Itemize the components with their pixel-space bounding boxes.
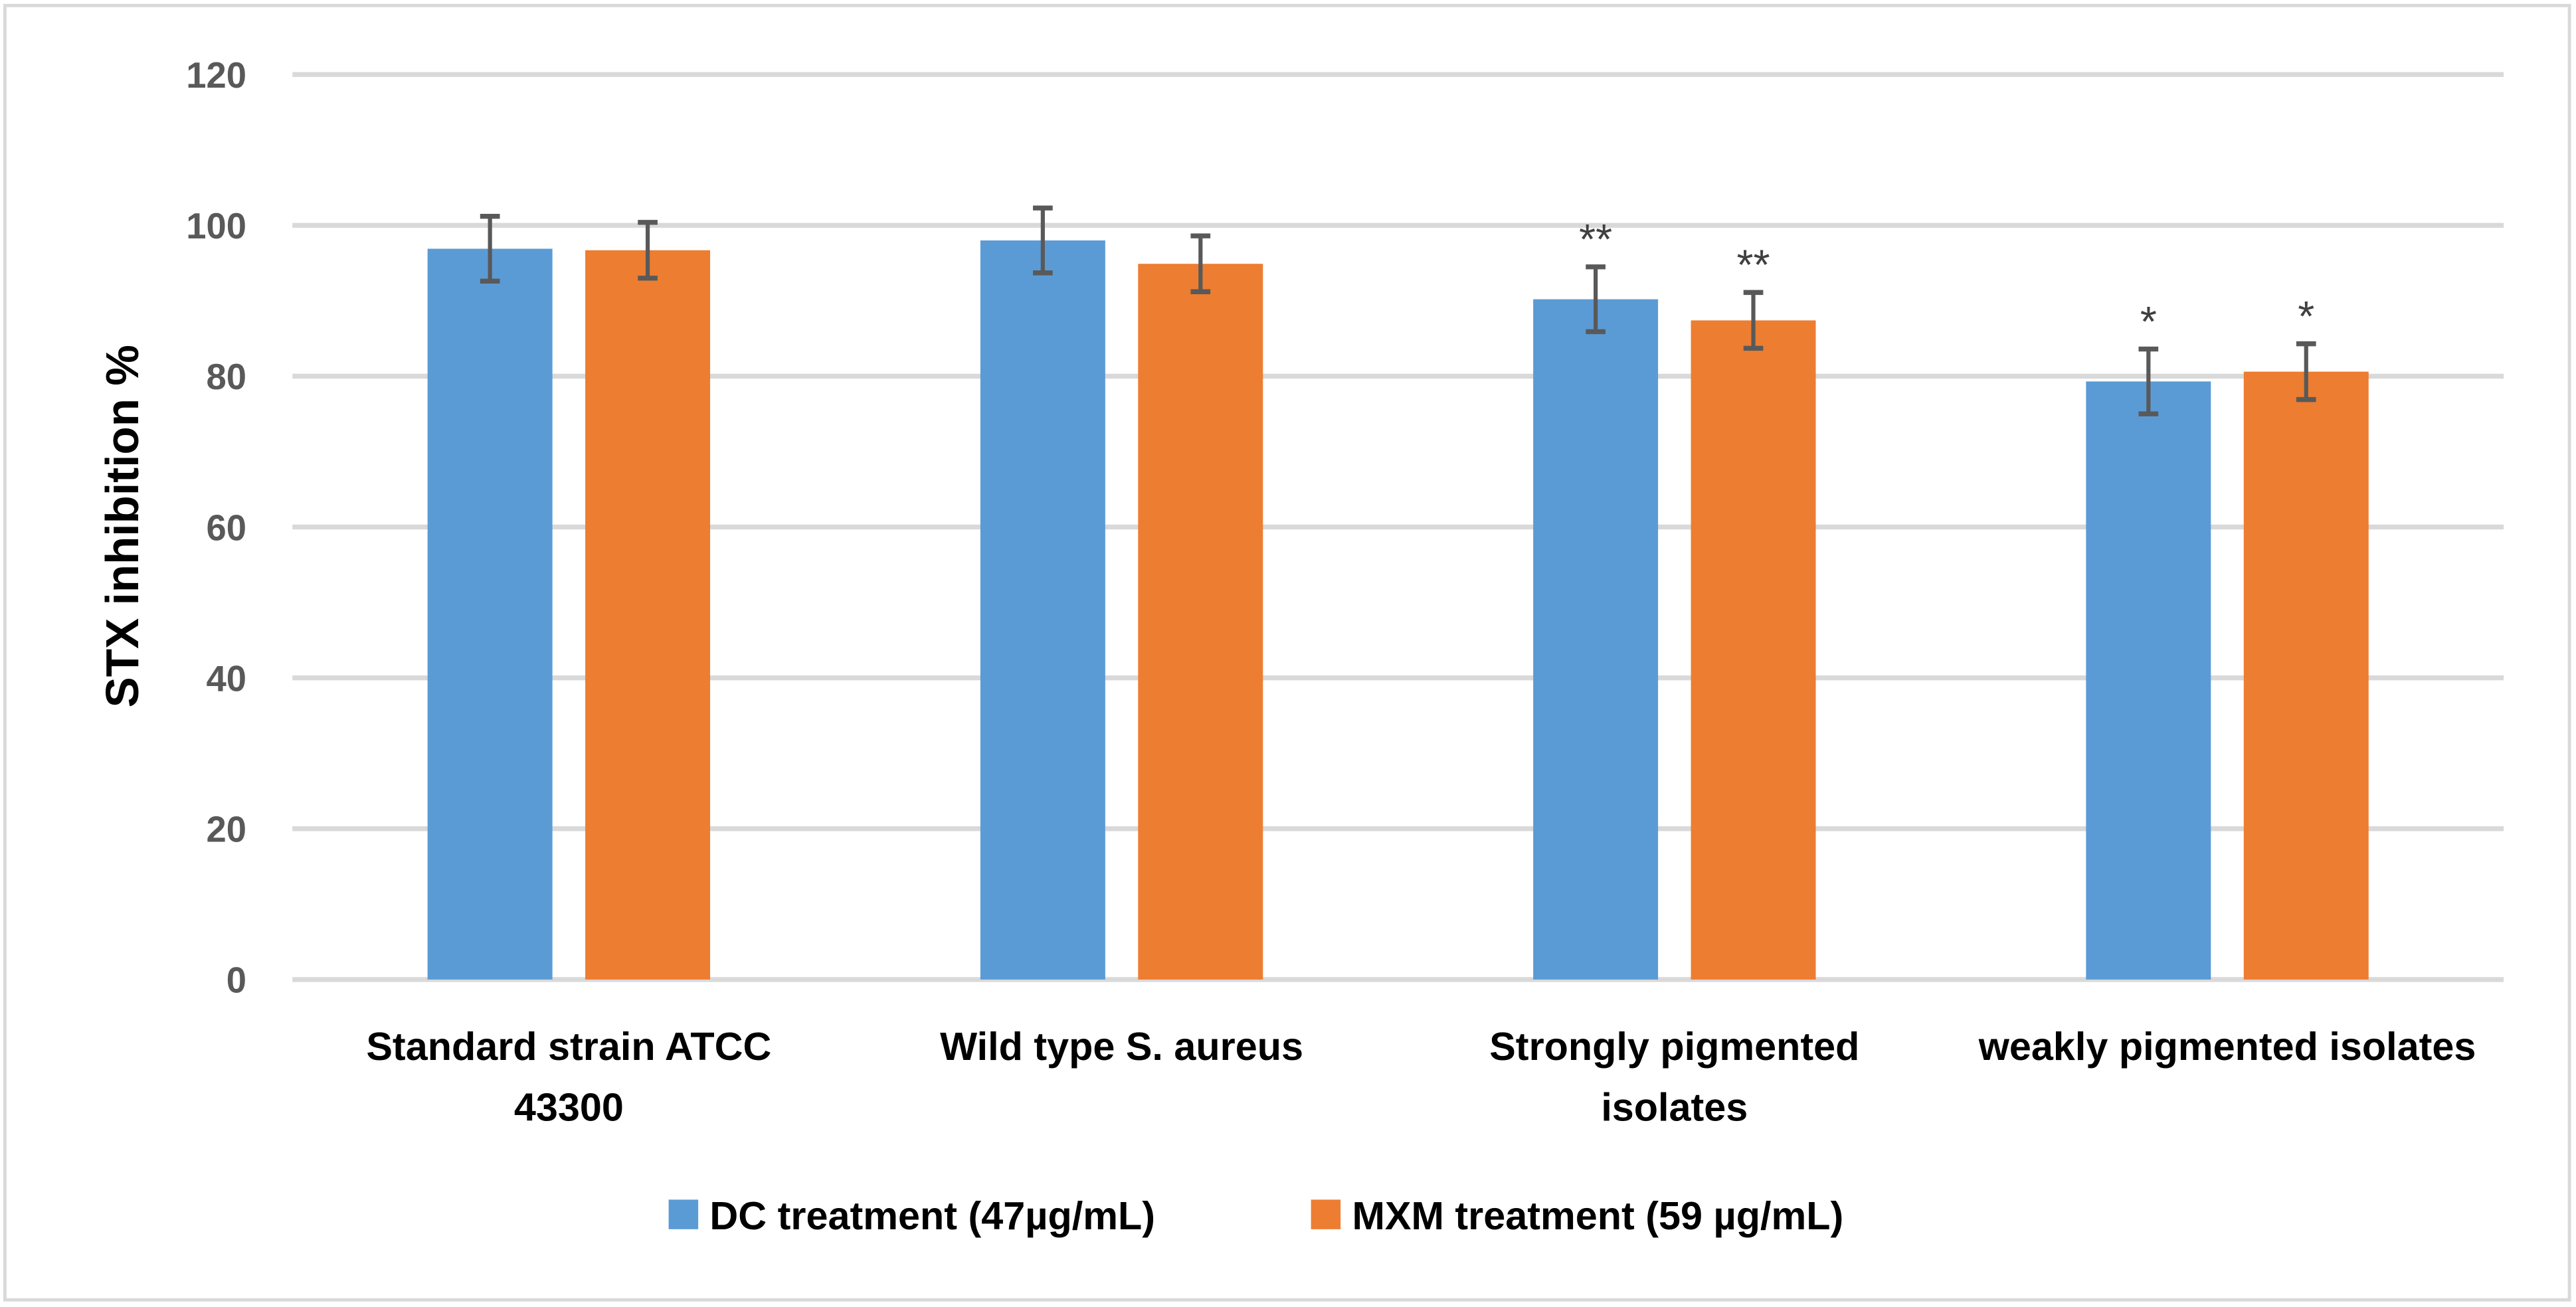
bar [1533, 299, 1659, 980]
significance-marker: ** [1737, 241, 1770, 289]
bar [980, 240, 1105, 980]
x-category-label: Standard strain ATCC [366, 1024, 771, 1069]
x-category-label: Wild type S. aureus [940, 1024, 1303, 1069]
y-axis-title: STX inhibition % [96, 345, 148, 707]
bar [1691, 320, 1816, 980]
legend-swatch [1311, 1199, 1341, 1229]
x-category-label: Strongly pigmented [1489, 1024, 1859, 1069]
y-tick-label: 60 [206, 507, 246, 548]
legend: DC treatment (47µg/mL) MXM treatment (59 … [668, 1193, 1843, 1238]
y-tick-label: 80 [206, 357, 246, 397]
legend-label: MXM treatment (59 µg/mL) [1352, 1193, 1843, 1238]
x-category-label: isolates [1601, 1085, 1748, 1130]
bar [2086, 381, 2211, 980]
legend-swatch [668, 1199, 699, 1229]
bar [585, 250, 711, 980]
y-tick-label: 40 [206, 658, 246, 699]
bar [427, 248, 553, 980]
x-category-label: weakly pigmented isolates [1978, 1024, 2476, 1069]
legend-label: DC treatment (47µg/mL) [709, 1193, 1155, 1238]
x-category-label: 43300 [514, 1085, 624, 1130]
significance-marker: * [2140, 298, 2157, 345]
y-tick-label: 120 [186, 55, 246, 96]
significance-marker: ** [1579, 215, 1612, 263]
bar [2243, 371, 2369, 980]
y-tick-label: 100 [186, 206, 246, 246]
y-tick-label: 0 [227, 960, 246, 1001]
y-tick-label: 20 [206, 810, 246, 850]
significance-marker: * [2298, 292, 2314, 340]
bar [1138, 264, 1263, 980]
